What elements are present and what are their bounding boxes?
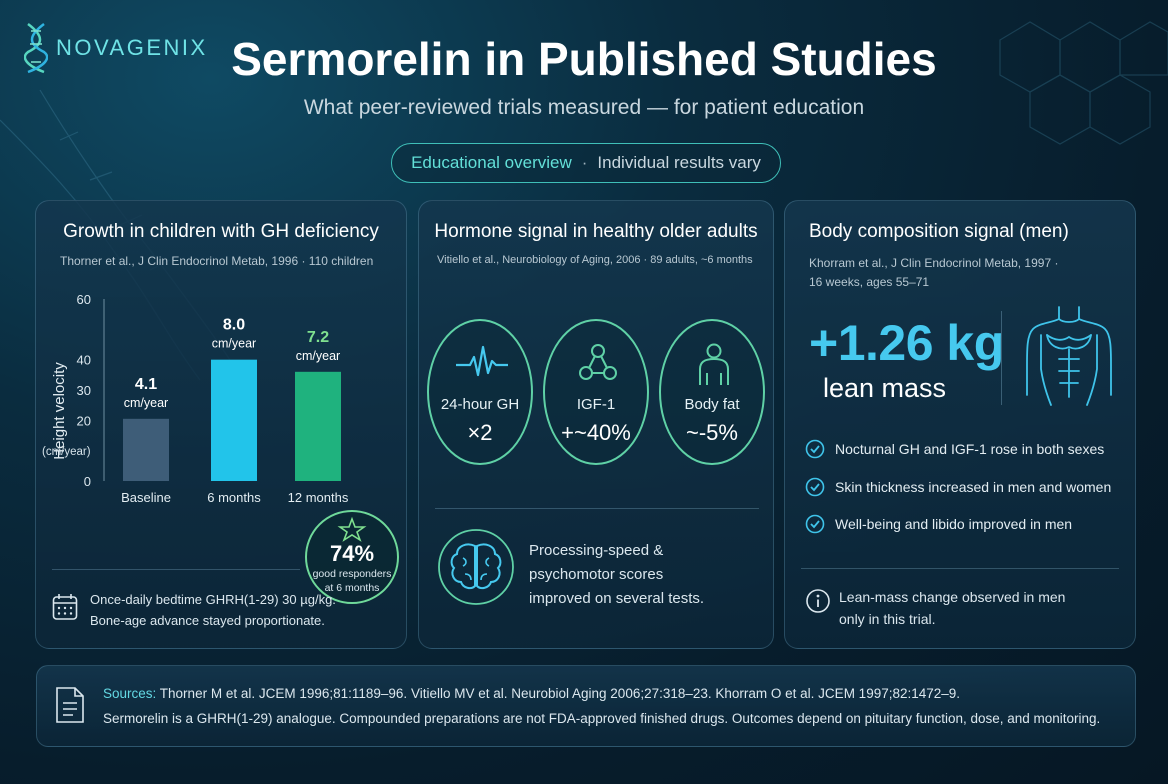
- pill-separator: ·: [581, 153, 588, 172]
- lean-mass-label: lean mass: [823, 373, 947, 403]
- star-icon: [337, 516, 367, 542]
- pill-label-right: Individual results vary: [597, 153, 761, 172]
- x-tick-label: 12 months: [288, 490, 349, 505]
- stat-divider: [1001, 311, 1002, 405]
- badge-line-1: good responders: [313, 568, 392, 580]
- badge-line-2: at 6 months: [325, 582, 380, 594]
- page-subtitle: What peer-reviewed trials measured — for…: [303, 96, 865, 119]
- body-composition-card: Body composition signal (men) Khorram et…: [784, 200, 1136, 649]
- metric-igf1-value: +~40%: [561, 420, 631, 445]
- dosing-note-line-1: Once-daily bedtime GHRH(1-29) 30 µg/kg.: [90, 592, 336, 607]
- check-item-1: Nocturnal GH and IGF-1 rose in both sexe…: [805, 439, 1104, 459]
- hormone-card-divider: [435, 508, 759, 509]
- body-composition-citation: Khorram et al., J Clin Endocrinol Metab,…: [809, 254, 1058, 292]
- dosing-note: Once-daily bedtime GHRH(1-29) 30 µg/kg. …: [90, 589, 336, 631]
- citation-line-1: Khorram et al., J Clin Endocrinol Metab,…: [809, 256, 1059, 270]
- check-item-3: Well-being and libido improved in men: [805, 514, 1072, 534]
- person-icon: [699, 343, 729, 385]
- y-tick-label: 20: [77, 413, 91, 428]
- check-item-3-text: Well-being and libido improved in men: [835, 516, 1073, 532]
- lean-mass-value: +1.26 kg: [809, 315, 1004, 371]
- check-icon: [805, 439, 825, 459]
- check-item-1-text: Nocturnal GH and IGF-1 rose in both sexe…: [835, 441, 1105, 457]
- info-line-2: only in this trial.: [839, 611, 936, 627]
- bar-unit-label: cm/year: [212, 337, 256, 351]
- cognition-line-1: Processing-speed &: [529, 542, 664, 559]
- brand-name: NOVAGENIX: [56, 35, 208, 60]
- y-axis-label: Height velocity: [51, 362, 68, 460]
- growth-card-divider: [52, 569, 300, 570]
- y-tick-label: 30: [77, 383, 91, 398]
- pulse-icon: [456, 345, 508, 377]
- metric-igf1: IGF-1 +~40%: [543, 319, 649, 465]
- hormone-card-citation: Vitiello et al., Neurobiology of Aging, …: [437, 254, 753, 266]
- info-note: Lean-mass change observed in men only in…: [839, 586, 1065, 630]
- torso-icon: [1026, 306, 1112, 406]
- citation-line-2: 16 weeks, ages 55–71: [809, 275, 930, 289]
- cognition-line-2: psychomotor scores: [529, 566, 664, 583]
- body-composition-divider: [801, 568, 1119, 569]
- sources-disclaimer: Sermorelin is a GHRH(1-29) analogue. Com…: [103, 711, 1101, 726]
- y-tick-label: 0: [84, 474, 91, 489]
- y-tick-label: 60: [77, 292, 91, 307]
- check-item-2-text: Skin thickness increased in men and wome…: [835, 479, 1112, 495]
- bar-unit-label: cm/year: [124, 396, 168, 410]
- molecule-icon: [579, 344, 617, 380]
- calendar-icon: [52, 594, 78, 620]
- bar-baseline: [123, 418, 169, 481]
- sources-label: Sources:: [103, 686, 157, 701]
- height-velocity-chart: Height velocity (cm/year) 0 20 30 40 60 4.1 c…: [42, 292, 349, 505]
- document-icon: [56, 687, 84, 723]
- dosing-note-line-2: Bone-age advance stayed proportionate.: [90, 613, 325, 628]
- sources-references: Sources: Thorner M et al. JCEM 1996;81:1…: [103, 686, 960, 701]
- growth-card-citation: Thorner et al., J Clin Endocrinol Metab,…: [60, 254, 374, 268]
- bar-value-label: 8.0: [223, 317, 245, 334]
- dna-icon: [24, 23, 48, 74]
- metric-body-fat-value: ~-5%: [686, 420, 738, 445]
- bar-value-label: 7.2: [307, 329, 329, 346]
- responder-badge: 74% good responders at 6 months: [305, 510, 399, 604]
- brand: NOVAGENIX: [24, 22, 208, 74]
- bar-6-months: [211, 359, 257, 481]
- cognition-note: Processing-speed & psychomotor scores im…: [529, 539, 704, 611]
- info-line-1: Lean-mass change observed in men: [839, 589, 1066, 605]
- pill-label-left: Educational overview: [411, 153, 572, 172]
- hormone-card: Hormone signal in healthy older adults V…: [418, 200, 774, 649]
- cognition-line-3: improved on several tests.: [529, 590, 705, 607]
- growth-card-title: Growth in children with GH deficiency: [63, 221, 379, 242]
- growth-card: Growth in children with GH deficiency Th…: [35, 200, 407, 649]
- hormone-card-title: Hormone signal in healthy older adults: [434, 221, 758, 242]
- badge-value: 74%: [330, 541, 374, 566]
- y-tick-label: 40: [77, 353, 91, 368]
- bar-unit-label: cm/year: [296, 349, 340, 363]
- sources-text: Thorner M et al. JCEM 1996;81:1189–96. V…: [159, 686, 961, 701]
- bar-value-label: 4.1: [135, 376, 157, 393]
- metric-gh-value: ×2: [467, 420, 493, 445]
- brain-icon: [438, 529, 514, 605]
- y-axis-unit: (cm/year): [42, 446, 91, 458]
- check-icon: [805, 477, 825, 497]
- x-tick-label: 6 months: [207, 490, 261, 505]
- metric-gh: 24-hour GH ×2: [427, 319, 533, 465]
- check-icon: [805, 514, 825, 534]
- disclaimer-pill: Educational overview · Individual result…: [391, 143, 781, 183]
- metric-body-fat: Body fat ~-5%: [659, 319, 765, 465]
- info-icon: [806, 589, 830, 613]
- bar-12-months: [295, 371, 341, 481]
- check-item-2: Skin thickness increased in men and wome…: [805, 477, 1111, 497]
- page-title: Sermorelin in Published Studies: [231, 33, 937, 85]
- metric-body-fat-label: Body fat: [684, 396, 740, 413]
- body-composition-card-title: Body composition signal (men): [809, 221, 1069, 242]
- metric-gh-label: 24-hour GH: [440, 396, 520, 413]
- sources-panel: Sources: Thorner M et al. JCEM 1996;81:1…: [36, 665, 1136, 747]
- x-tick-label: Baseline: [121, 490, 171, 505]
- metric-igf1-label: IGF-1: [576, 396, 616, 413]
